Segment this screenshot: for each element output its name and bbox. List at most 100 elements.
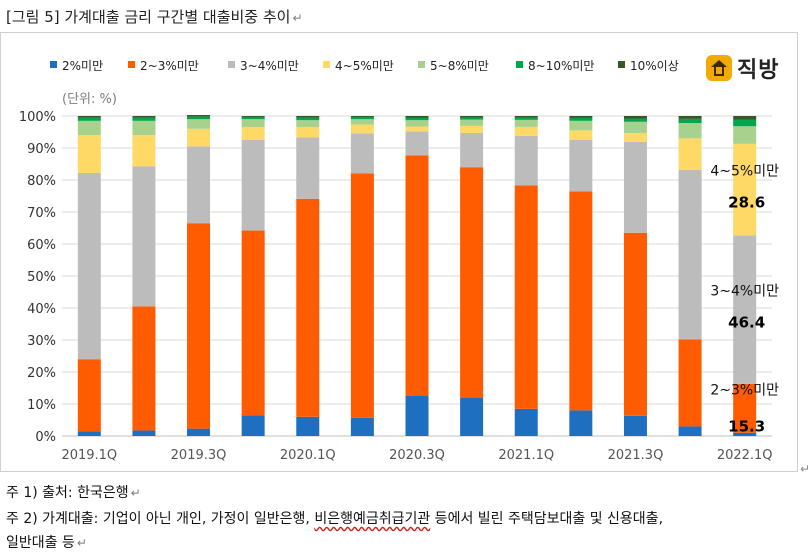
bar-segment-1 (623, 415, 647, 436)
bar-segment-5 (460, 119, 484, 126)
bar-segment-1 (241, 415, 265, 436)
bar-segment-6 (77, 117, 101, 121)
bar-segment-2 (460, 167, 484, 398)
annotation-label: 3~4%미만 (710, 284, 779, 300)
unit-label: (단위: %) (62, 92, 117, 107)
bar-segment-7 (460, 116, 484, 118)
bar-segment-6 (132, 117, 156, 121)
bar-segment-6 (460, 117, 484, 120)
y-tick-label: 80% (27, 174, 56, 189)
x-tick-label: 2021.1Q (498, 448, 554, 463)
bar-segment-1 (132, 430, 156, 436)
note-source: 주 1) 출처: 한국은행 ↵ (6, 482, 141, 502)
bar-segment-4 (514, 126, 538, 136)
house-logo-icon (706, 55, 732, 81)
bar-segment-2 (350, 173, 374, 418)
bar-segment-6 (296, 117, 320, 121)
figure-title: [그림 5] 가계대출 금리 구간별 대출비중 추이 ↵ (6, 6, 303, 27)
bar-segment-4 (569, 130, 593, 140)
legend-swatch (618, 61, 625, 68)
stacked-bar-chart: 0% 10% 20% 30% 40% 50% 60% 70% 80% 90% 100% (단위: %)… (19, 59, 779, 463)
bar-segment-4 (733, 143, 757, 236)
y-tick-label: 20% (27, 366, 56, 381)
paragraph-mark-icon: ↵ (800, 462, 811, 476)
bar-segment-5 (187, 119, 211, 129)
bar-segment-4 (350, 124, 374, 134)
bar-segment-7 (678, 116, 702, 119)
bar-segment-2 (405, 155, 429, 396)
bar-segment-7 (296, 116, 320, 118)
legend-swatch (418, 61, 425, 68)
bar-segment-2 (77, 359, 101, 432)
x-tick-label: 2019.1Q (61, 448, 117, 463)
bar-segment-4 (405, 126, 429, 132)
bar-segment-4 (296, 127, 320, 138)
bar-segment-6 (569, 117, 593, 121)
annotation-label: 2~3%미만 (710, 382, 779, 398)
bar-segment-5 (405, 120, 429, 127)
bar-segment-5 (569, 120, 593, 131)
legend-swatch (50, 61, 57, 68)
logo-text: 직방 (737, 58, 780, 83)
bar-segment-5 (514, 119, 538, 127)
y-tick-label: 30% (27, 334, 56, 349)
bar-segment-3 (569, 140, 593, 192)
bar-segment-4 (187, 128, 211, 147)
bar-segment-6 (623, 118, 647, 122)
bar-segment-1 (350, 417, 374, 436)
bar-segment-5 (678, 123, 702, 139)
bar-segment-6 (405, 117, 429, 121)
bar-segment-1 (460, 397, 484, 436)
bar-segment-7 (623, 116, 647, 119)
y-tick-label: 100% (19, 110, 56, 125)
bar-segment-2 (569, 191, 593, 411)
bar-segment-6 (187, 116, 211, 120)
bar-segment-7 (241, 116, 265, 117)
bar-segment-6 (514, 117, 538, 120)
legend-swatch (516, 61, 523, 68)
bar-segment-1 (733, 432, 757, 436)
bar-segment-7 (77, 116, 101, 118)
bar-segment-3 (514, 135, 538, 186)
bar-segment-1 (514, 408, 538, 436)
y-tick-label: 70% (27, 206, 56, 221)
bar-segment-3 (132, 166, 156, 307)
bar-segment-7 (187, 115, 211, 117)
note-definition-text-cont: 등에서 빌린 주택담보대출 및 신용대출, (430, 511, 664, 527)
note-definition: 주 2) 가계대출: 기업이 아닌 개인, 가정이 일반은행, 비은행예금취급기… (6, 508, 663, 528)
y-tick-label: 50% (27, 270, 56, 285)
bar-segment-7 (405, 116, 429, 118)
y-tick-label: 60% (27, 238, 56, 253)
bar-segment-3 (678, 169, 702, 340)
bar-segment-7 (514, 116, 538, 118)
bar-segment-5 (350, 119, 374, 125)
bar-segment-3 (187, 146, 211, 224)
bar-segment-2 (187, 223, 211, 429)
zigbang-logo: 직방 (706, 54, 780, 83)
bar-segment-4 (623, 132, 647, 142)
legend-swatch (323, 61, 330, 68)
bar-segment-3 (623, 141, 647, 233)
bar-segment-2 (132, 306, 156, 431)
legend-label: 8~10%미만 (528, 59, 594, 73)
bar-segment-7 (733, 116, 757, 120)
bar-segment-5 (623, 121, 647, 133)
paragraph-mark-icon: ↵ (76, 536, 87, 550)
annotation-value: 28.6 (728, 194, 765, 212)
paragraph-mark-icon: ↵ (130, 486, 141, 500)
x-tick-label: 2021.3Q (608, 448, 664, 463)
bar-segment-6 (733, 119, 757, 127)
bar-segment-3 (733, 235, 757, 384)
bar-segment-1 (77, 431, 101, 436)
bar-segment-2 (623, 232, 647, 416)
note-source-text: 주 1) 출처: 한국은행 (6, 485, 129, 501)
bar-segment-3 (77, 172, 101, 360)
spellcheck-underlined-term: 비은행예금취급기관 (314, 511, 431, 527)
bar-segment-2 (678, 339, 702, 427)
bar-segment-1 (187, 428, 211, 436)
bar-segment-7 (132, 116, 156, 118)
bar-segment-5 (132, 120, 156, 136)
bar-segment-2 (514, 185, 538, 409)
bar-segment-2 (241, 230, 265, 416)
x-tick-label: 2020.3Q (389, 448, 445, 463)
